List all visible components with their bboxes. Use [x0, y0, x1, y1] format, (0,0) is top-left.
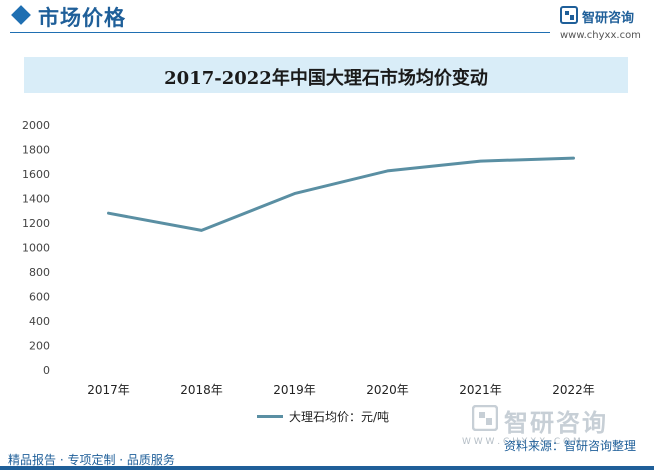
brand-url: www.chyxx.com	[560, 30, 641, 41]
x-tick-label: 2021年	[459, 383, 502, 397]
series-line	[107, 156, 575, 232]
footer-url-dots: W W W . C H Y X X . C O M	[462, 437, 581, 447]
brand-name: 智研咨询	[582, 11, 635, 26]
y-tick-label: 0	[43, 364, 50, 377]
footer-brand-name: 智研咨询	[504, 409, 608, 437]
x-tick-label: 2020年	[366, 383, 409, 397]
y-tick-label: 400	[29, 315, 50, 328]
legend-swatch	[257, 415, 283, 418]
y-tick-label: 1800	[22, 144, 50, 157]
y-tick-label: 1400	[22, 193, 50, 206]
chart-title-band: 2017-2022年中国大理石市场均价变动	[24, 57, 628, 93]
y-tick-label: 1000	[22, 242, 50, 255]
bottom-bar	[0, 466, 654, 470]
footer-source: 资料来源：智研咨询整理	[504, 439, 637, 453]
brand-logo-icon	[560, 6, 578, 24]
x-tick-label: 2022年	[552, 383, 595, 397]
x-tick-label: 2018年	[180, 383, 223, 397]
x-tick-label: 2017年	[87, 383, 130, 397]
y-tick-label: 1200	[22, 217, 50, 230]
y-tick-label: 1600	[22, 168, 50, 181]
y-tick-label: 200	[29, 340, 50, 353]
header: 市场价格 智研咨询 www.chyxx.com	[0, 0, 654, 44]
y-tick-label: 2000	[22, 119, 50, 132]
y-tick-label: 800	[29, 266, 50, 279]
x-tick-label: 2019年	[273, 383, 316, 397]
chart-title: 2017-2022年中国大理石市场均价变动	[164, 68, 488, 89]
legend-label: 大理石均价：元/吨	[289, 410, 390, 424]
section-title: 市场价格	[38, 6, 126, 30]
footer-tagline: 精品报告 · 专项定制 · 品质服务	[8, 453, 175, 467]
header-divider	[10, 32, 550, 33]
footer-logo-icon	[472, 405, 498, 431]
y-tick-label: 600	[29, 291, 50, 304]
